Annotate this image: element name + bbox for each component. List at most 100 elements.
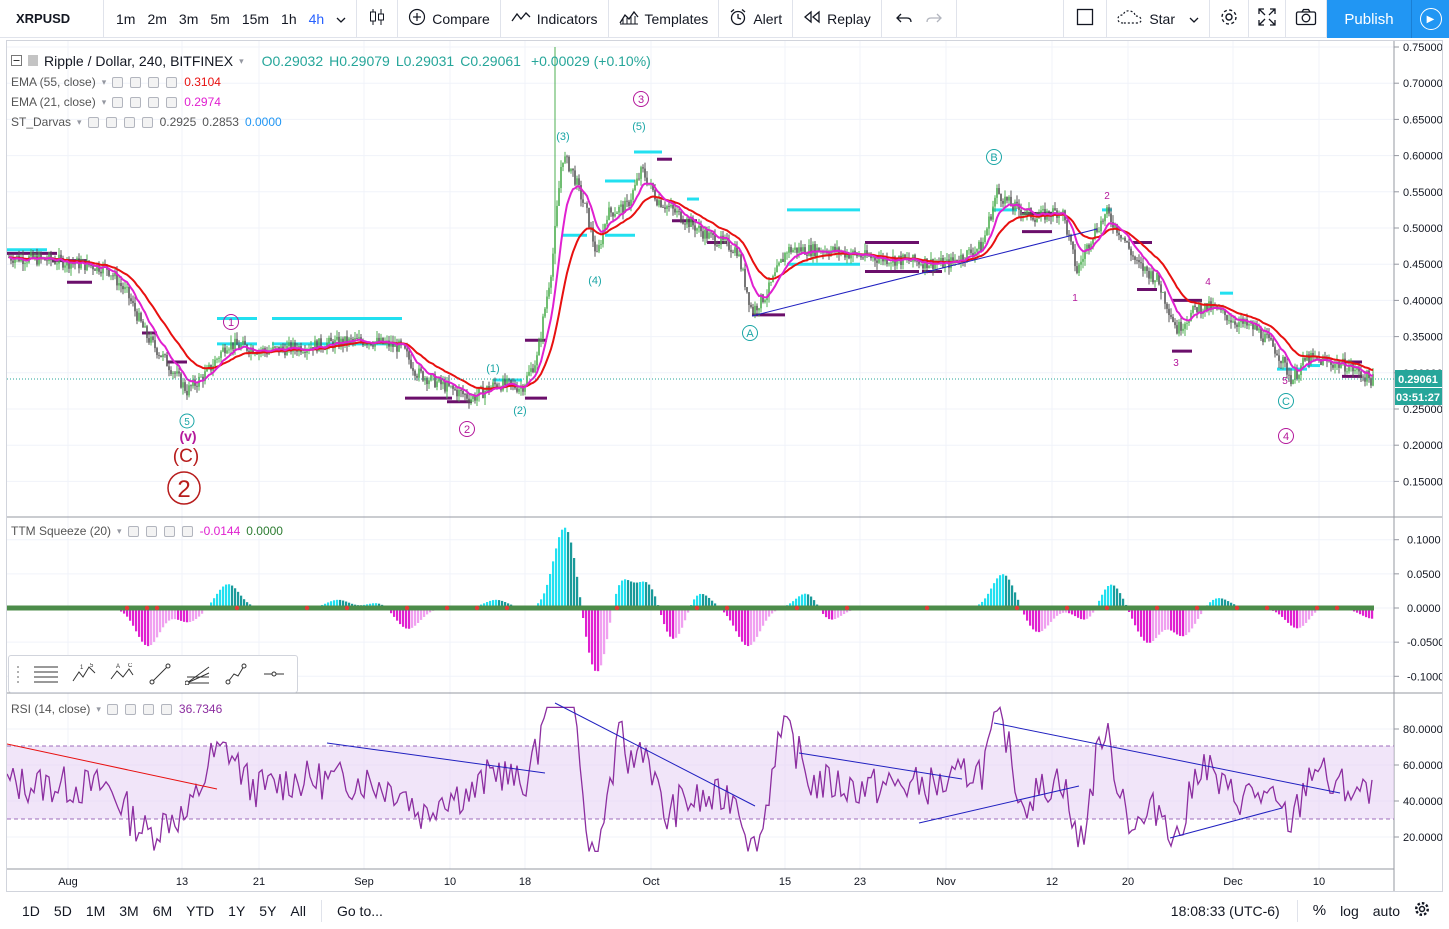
undo-icon[interactable] [895, 11, 912, 27]
compare-button[interactable]: Compare [398, 0, 501, 38]
star-button[interactable]: Star [1107, 0, 1210, 38]
gear-icon[interactable] [130, 76, 142, 88]
gear-icon[interactable] [145, 525, 157, 537]
ttm-legend[interactable]: TTM Squeeze (20) ▾ -0.0144 0.0000 [11, 524, 283, 538]
plus-icon[interactable] [123, 116, 135, 128]
chart-canvas[interactable]: 5 (v) (C) 2 1 2 (1) (2) (3) (4) (5) 3 A … [6, 41, 1444, 891]
range-all[interactable]: All [290, 902, 306, 919]
plus-icon[interactable] [163, 525, 175, 537]
rsi-trendline[interactable] [1169, 807, 1283, 839]
gear-icon[interactable] [105, 116, 117, 128]
candle-body [316, 340, 318, 352]
interval-15m[interactable]: 15m [241, 10, 270, 27]
indicators-button[interactable]: Indicators [501, 0, 609, 38]
collapse-icon[interactable] [11, 53, 22, 69]
close-icon[interactable] [166, 76, 178, 88]
ttm-bar [570, 542, 573, 609]
fullscreen-button[interactable] [1249, 0, 1286, 38]
clock-time[interactable]: 18:08:33 (UTC-6) [1170, 902, 1280, 919]
ttm-axis[interactable]: 0.1000 0.0500 0.0000 -0.0500 -0.1000 [1394, 535, 1444, 684]
range-1y[interactable]: 1Y [228, 902, 246, 919]
price-axis[interactable]: 0.75000 0.70000 0.65000 0.60000 0.55000 0.500… [1394, 42, 1443, 488]
chevron-down-icon[interactable] [330, 11, 352, 27]
darvas-legend[interactable]: ST_Darvas ▾ 0.2925 0.2853 0.0000 [11, 115, 282, 129]
plus-icon[interactable] [148, 76, 160, 88]
log-toggle[interactable]: log [1340, 902, 1359, 919]
rsi-trendline[interactable] [918, 785, 1080, 824]
horizontal-ray-icon[interactable] [255, 656, 293, 692]
eye-icon[interactable] [112, 96, 124, 108]
candle-body [346, 336, 348, 345]
eye-icon[interactable] [87, 116, 99, 128]
interval-1m[interactable]: 1m [116, 10, 136, 27]
candle-body [1236, 324, 1238, 327]
rsi-trendline[interactable] [326, 742, 546, 774]
range-1m[interactable]: 1M [85, 902, 106, 919]
time-axis[interactable]: Aug 13 21 Sep 10 18 Oct 15 23 Nov 12 20 Dec 10 [58, 876, 1325, 888]
rsi-trendline[interactable] [798, 752, 963, 780]
candle-body [954, 259, 956, 261]
gear-icon[interactable] [1407, 901, 1437, 920]
range-ytd[interactable]: YTD [186, 902, 215, 919]
range-5d[interactable]: 5D [53, 902, 72, 919]
plus-icon[interactable] [142, 703, 154, 715]
chart-area[interactable]: 5 (v) (C) 2 1 2 (1) (2) (3) (4) (5) 3 A … [6, 40, 1444, 892]
templates-button[interactable]: Templates [609, 0, 720, 38]
chart-type-button[interactable] [357, 0, 399, 38]
publish-video-button[interactable]: ▶ [1411, 0, 1449, 38]
fib-levels-icon[interactable] [27, 656, 65, 692]
close-icon[interactable] [160, 703, 172, 715]
eye-icon[interactable] [106, 703, 118, 715]
interval-1h[interactable]: 1h [281, 10, 297, 27]
range-5y[interactable]: 5Y [259, 902, 277, 919]
plus-icon[interactable] [148, 96, 160, 108]
settings-button[interactable] [1210, 0, 1249, 38]
percent-toggle[interactable]: % [1312, 902, 1327, 919]
candle-body [934, 263, 936, 269]
rsi-trendline[interactable] [993, 722, 1341, 794]
candle-body [626, 200, 628, 202]
range-1d[interactable]: 1D [22, 902, 40, 919]
symbol-search[interactable]: XRPUSD [0, 0, 104, 38]
interval-5m[interactable]: 5m [210, 10, 230, 27]
ttm-bar [711, 600, 714, 609]
chevron-down-icon[interactable]: ▾ [239, 55, 244, 66]
publish-button[interactable]: Publish [1327, 0, 1411, 38]
range-6m[interactable]: 6M [152, 902, 173, 919]
rsi-trendline[interactable] [6, 743, 218, 790]
rsi-trendline[interactable] [554, 702, 756, 807]
close-icon[interactable] [166, 96, 178, 108]
close-icon[interactable] [181, 525, 193, 537]
ema21-legend[interactable]: EMA (21, close) ▾ 0.2974 [11, 95, 221, 109]
trendline-support[interactable] [751, 228, 1098, 317]
redo-icon[interactable] [926, 11, 942, 27]
gear-icon[interactable] [124, 703, 136, 715]
fib-fan-icon[interactable] [179, 656, 217, 692]
layout-button[interactable] [1063, 0, 1108, 38]
goto-button[interactable]: Go to... [336, 902, 383, 919]
auto-toggle[interactable]: auto [1372, 902, 1400, 919]
candle-body [1208, 301, 1210, 311]
rsi-axis[interactable]: 80.0000 60.0000 40.0000 20.0000 [1394, 724, 1443, 844]
gear-icon[interactable] [130, 96, 142, 108]
trend-line-icon[interactable] [141, 656, 179, 692]
interval-3m[interactable]: 3m [178, 10, 199, 27]
ttm-bar [1302, 608, 1305, 626]
interval-4h[interactable]: 4h [308, 10, 325, 27]
snapshot-button[interactable] [1286, 0, 1327, 38]
alert-button[interactable]: Alert [719, 0, 794, 38]
range-3m[interactable]: 3M [119, 902, 139, 919]
path-icon[interactable] [217, 656, 255, 692]
rsi-legend[interactable]: RSI (14, close) ▾ 36.7346 [11, 702, 222, 716]
interval-2m[interactable]: 2m [147, 10, 167, 27]
candle-body [1186, 322, 1188, 324]
close-icon[interactable] [141, 116, 153, 128]
eye-icon[interactable] [112, 76, 124, 88]
symbol-title[interactable]: Ripple / Dollar, 240, BITFINEX [44, 53, 234, 69]
ema55-legend[interactable]: EMA (55, close) ▾ 0.3104 [11, 75, 221, 89]
drag-handle[interactable] [9, 656, 27, 692]
replay-button[interactable]: Replay [793, 0, 882, 38]
eye-icon[interactable] [127, 525, 139, 537]
